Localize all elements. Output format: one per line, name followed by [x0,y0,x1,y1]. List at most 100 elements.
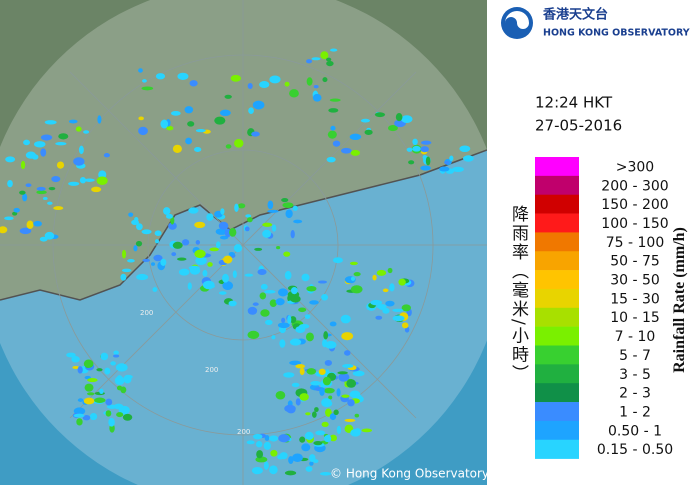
rain-echo [25,151,36,159]
rain-echo [281,197,289,203]
rain-echo [265,319,273,325]
rain-echo [350,276,356,281]
rain-echo [151,262,156,266]
rain-echo [291,453,303,462]
rain-echo [55,142,67,146]
rain-echo [283,372,295,378]
rain-echo [299,393,309,401]
rain-echo [278,434,290,443]
rain-echo [338,372,350,382]
rain-echo [12,211,18,216]
rain-echo [260,309,270,317]
rain-echo [5,156,16,163]
rain-echo [113,350,119,355]
rain-echo [219,109,231,117]
rain-echo [329,321,337,327]
rain-echo [295,398,301,406]
rain-echo [269,465,278,475]
rain-echo [110,361,116,366]
org-zh: 香港天文台 [542,7,608,23]
rain-echo [222,281,234,291]
rain-echo [290,287,298,295]
rain-echo [135,240,143,247]
rain-echo [225,144,232,149]
rain-echo [269,75,281,84]
rain-echo [136,223,143,231]
rain-echo [247,330,260,339]
legend-swatch [535,251,579,271]
org-en: HONG KONG OBSERVATORY [543,28,690,39]
rain-echo [301,273,310,282]
rain-echo [425,156,431,166]
rain-echo [246,440,255,445]
rain-echo [350,285,363,294]
rain-echo [75,126,82,132]
rain-echo [346,379,357,388]
rain-echo [189,80,198,87]
legend-label: 10 - 15 [610,310,660,326]
rain-echo [36,190,47,195]
rain-echo [247,82,253,89]
rain-echo [282,202,294,209]
rain-echo [342,364,354,368]
rain-echo [252,100,265,110]
rain-echo [153,254,163,262]
logo [501,7,533,39]
rain-echo [123,374,132,384]
rain-echo [141,86,154,91]
rain-echo [141,229,152,235]
rain-echo [188,265,200,270]
rain-echo [321,294,329,301]
rain-echo [138,68,143,73]
rain-echo [120,386,127,394]
rain-echo [309,461,314,466]
rain-echo [392,308,404,312]
rain-echo [323,331,329,340]
rain-echo [337,371,348,375]
rain-echo [73,157,85,166]
legend-swatch [535,364,579,384]
rain-echo [354,428,361,436]
rain-echo [184,106,194,114]
rain-echo [187,282,192,290]
legend-label: 30 - 50 [610,273,660,289]
rain-echo [325,408,332,417]
rain-echo [105,410,112,417]
rain-echo [260,283,268,290]
rain-echo [259,292,267,300]
rain-echo [289,316,297,324]
rain-echo [420,140,432,145]
rain-echo [56,161,65,169]
legend-swatch [535,213,579,233]
legend-swatch [535,270,579,290]
rain-echo [78,145,84,155]
rain-echo [114,376,125,386]
rain-echo [215,241,221,249]
rain-echo [319,387,325,396]
rain-echo [100,352,109,361]
rain-echo [19,227,32,235]
rain-echo [275,298,285,306]
rain-echo [40,148,47,157]
rain-echo [142,258,150,262]
rain-echo [314,407,319,413]
legend-label: 1 - 2 [619,404,651,420]
rain-echo [229,227,237,237]
rain-echo [285,209,293,219]
rain-echo [48,186,56,191]
rain-echo [329,434,338,442]
rain-echo [230,74,242,82]
rain-echo [284,270,292,280]
rain-echo [39,236,48,242]
rain-echo [257,268,267,276]
rain-echo [121,268,132,273]
rain-echo [289,89,299,98]
rain-echo [267,200,274,210]
rain-echo [234,138,244,148]
legend-label: 200 - 300 [601,178,668,194]
rain-echo [305,466,313,472]
rain-echo [263,441,271,450]
rain-echo [84,383,94,392]
rain-echo [44,120,57,125]
